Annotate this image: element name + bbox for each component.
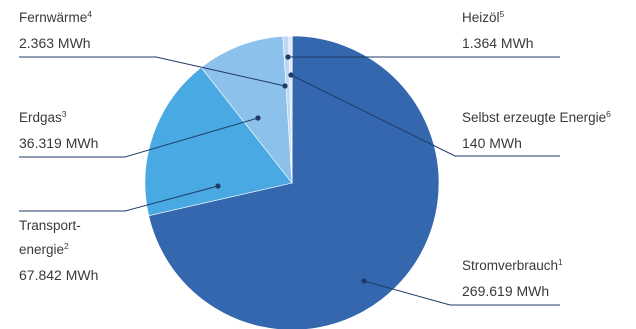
label-strom-value: 269.619 MWh bbox=[462, 283, 549, 299]
pie-slices bbox=[144, 35, 440, 329]
label-selbst-value: 140 MWh bbox=[462, 135, 522, 151]
label-selbst-name: Selbst erzeugte Energie6 bbox=[462, 109, 611, 125]
label-heizoel-name: Heizöl5 bbox=[462, 9, 505, 25]
leader-dot-heizoel bbox=[285, 54, 291, 60]
leader-dot-selbst bbox=[288, 72, 294, 78]
leader-line-erdgas bbox=[19, 117, 259, 158]
leader-dot-erdgas bbox=[255, 115, 261, 121]
label-erdgas-name: Erdgas3 bbox=[19, 109, 67, 125]
label-fernwaerme-name: Fernwärme4 bbox=[19, 9, 92, 25]
pie-slice-transport bbox=[144, 67, 293, 217]
pie-slice-erdgas bbox=[200, 35, 293, 184]
leader-line-selbst bbox=[290, 74, 560, 157]
leader-dot-fernwaerme bbox=[282, 83, 288, 89]
leader-dot-strom bbox=[361, 278, 367, 284]
pie-slice-strom bbox=[148, 35, 440, 329]
leader-dot-transport bbox=[215, 183, 221, 189]
label-erdgas-value: 36.319 MWh bbox=[19, 135, 98, 151]
leader-line-fernwaerme bbox=[19, 56, 286, 87]
label-transport-value: 67.842 MWh bbox=[19, 267, 98, 283]
label-transport-name-line2: energie2 bbox=[19, 241, 69, 257]
label-heizoel-value: 1.364 MWh bbox=[462, 35, 534, 51]
label-transport-name-line1: Transport- bbox=[19, 218, 81, 233]
leader-lines bbox=[19, 54, 560, 306]
leader-line-strom bbox=[363, 280, 560, 306]
label-strom-name: Stromverbrauch1 bbox=[462, 257, 563, 273]
leader-line-transport bbox=[19, 185, 219, 212]
label-fernwaerme-value: 2.363 MWh bbox=[19, 35, 91, 51]
